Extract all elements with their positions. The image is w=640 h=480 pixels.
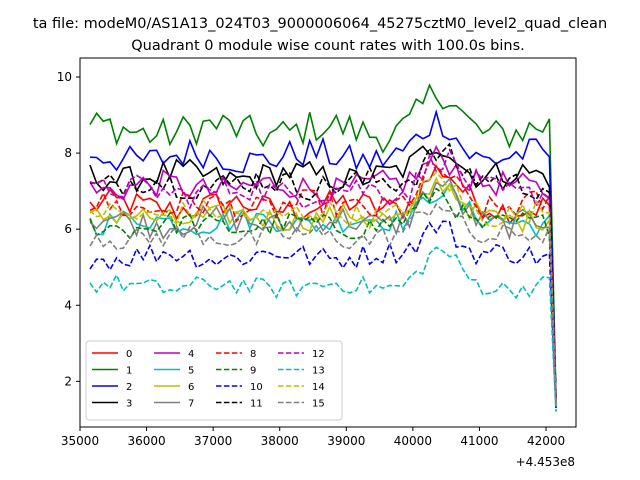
legend-label-12: 12 [312,349,325,360]
axes-frame [79,57,577,428]
legend-label-9: 9 [250,366,256,377]
legend-label-7: 7 [188,399,194,410]
y-tick-label: 10 [57,70,72,84]
legend-label-4: 4 [188,349,194,360]
legend-label-0: 0 [126,349,132,360]
x-tick-label: 38000 [261,434,299,448]
series-line-14 [89,171,557,405]
y-tick-label: 6 [64,222,72,236]
series-line-6 [89,176,557,405]
x-offset-label: +4.453e8 [516,455,575,469]
legend-label-1: 1 [126,366,132,377]
x-tick-label: 35000 [61,434,99,448]
figure-suptitle: ta file: modeM0/AS1A13_024T03_9000006064… [33,16,607,32]
legend-box [85,340,343,421]
y-tick-label: 8 [64,146,72,160]
y-tick-label: 4 [64,298,72,312]
legend-label-15: 15 [312,399,325,410]
legend-label-11: 11 [250,399,263,410]
series-line-15 [89,203,557,405]
x-tick-label: 37000 [194,434,232,448]
series-line-3 [89,145,557,397]
y-tick-label: 2 [64,374,72,388]
series-line-2 [89,109,557,405]
legend-label-14: 14 [312,382,325,393]
legend-label-10: 10 [250,382,263,393]
series-line-8 [89,160,557,401]
chart-title: Quadrant 0 module wise count rates with … [131,38,525,54]
legend-label-13: 13 [312,366,325,377]
series-line-12 [89,147,557,401]
plot-area: 35000 36000 37000 38000 39000 40000 41000 42000… [57,57,577,448]
legend-label-6: 6 [188,382,194,393]
series-line-11 [89,142,557,397]
x-tick-label: 39000 [327,434,365,448]
series-line-13 [89,246,557,412]
legend-label-2: 2 [126,382,132,393]
legend-label-8: 8 [250,349,256,360]
x-tick-label: 41000 [460,434,498,448]
legend-label-5: 5 [188,366,194,377]
x-tick-label: 42000 [527,434,565,448]
x-tick-label: 36000 [127,434,165,448]
x-tick-label: 40000 [394,434,432,448]
legend-label-3: 3 [126,399,132,410]
series-line-1 [89,83,557,397]
series-line-10 [89,220,557,409]
